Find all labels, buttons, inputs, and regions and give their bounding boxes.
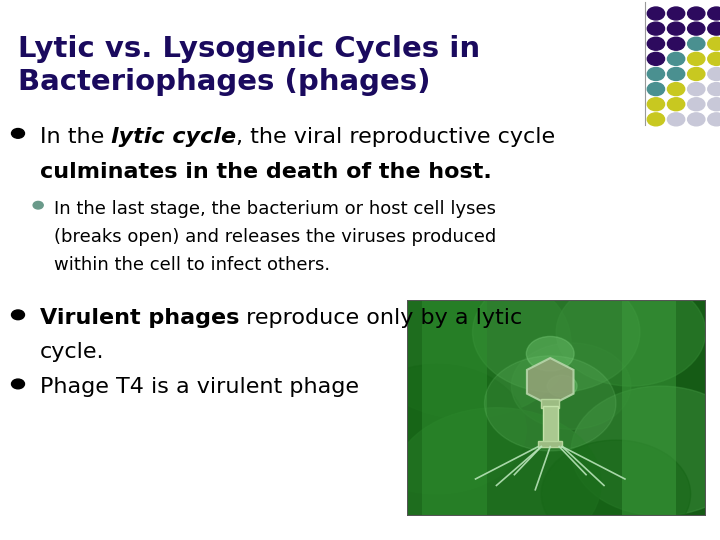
Circle shape <box>647 113 665 126</box>
Text: lytic cycle: lytic cycle <box>111 127 236 147</box>
Circle shape <box>12 379 24 389</box>
Bar <box>422 300 487 516</box>
Circle shape <box>647 83 665 96</box>
Circle shape <box>12 310 24 320</box>
Text: Virulent phages: Virulent phages <box>40 308 239 328</box>
Circle shape <box>708 37 720 50</box>
Bar <box>543 406 558 442</box>
Circle shape <box>688 113 705 126</box>
Circle shape <box>708 68 720 80</box>
Circle shape <box>667 68 685 80</box>
Polygon shape <box>527 358 574 406</box>
Circle shape <box>667 22 685 35</box>
Text: culminates in the death of the host.: culminates in the death of the host. <box>40 162 491 182</box>
Circle shape <box>511 343 631 429</box>
Circle shape <box>688 52 705 65</box>
Circle shape <box>526 336 574 371</box>
Text: In the last stage, the bacterium or host cell lyses: In the last stage, the bacterium or host… <box>54 200 496 218</box>
Bar <box>541 399 559 408</box>
Circle shape <box>647 22 665 35</box>
Circle shape <box>647 98 665 111</box>
Text: Bacteriophages (phages): Bacteriophages (phages) <box>18 68 431 96</box>
Circle shape <box>362 267 571 418</box>
Circle shape <box>12 129 24 138</box>
Text: In the: In the <box>40 127 111 147</box>
Circle shape <box>647 68 665 80</box>
Circle shape <box>571 386 720 516</box>
Bar <box>539 441 562 447</box>
Text: , the viral reproductive cycle: , the viral reproductive cycle <box>236 127 555 147</box>
Circle shape <box>485 356 616 451</box>
Circle shape <box>708 7 720 20</box>
Circle shape <box>667 113 685 126</box>
Circle shape <box>667 98 685 111</box>
Text: reproduce only by a lytic: reproduce only by a lytic <box>239 308 522 328</box>
Circle shape <box>557 278 706 386</box>
Circle shape <box>708 52 720 65</box>
Circle shape <box>392 408 601 540</box>
Circle shape <box>708 113 720 126</box>
Text: Phage T4 is a virulent phage: Phage T4 is a virulent phage <box>40 377 359 397</box>
Circle shape <box>708 98 720 111</box>
Circle shape <box>688 7 705 20</box>
Circle shape <box>472 272 640 393</box>
Circle shape <box>667 37 685 50</box>
Circle shape <box>688 68 705 80</box>
Circle shape <box>547 375 577 397</box>
Circle shape <box>33 201 43 209</box>
Text: (breaks open) and releases the viruses produced: (breaks open) and releases the viruses p… <box>54 228 496 246</box>
Circle shape <box>541 440 690 540</box>
Circle shape <box>647 37 665 50</box>
Circle shape <box>688 37 705 50</box>
Circle shape <box>347 364 526 494</box>
Circle shape <box>647 7 665 20</box>
Bar <box>622 300 676 516</box>
Text: Lytic vs. Lysogenic Cycles in: Lytic vs. Lysogenic Cycles in <box>18 35 480 63</box>
Circle shape <box>667 83 685 96</box>
Circle shape <box>708 83 720 96</box>
Circle shape <box>688 22 705 35</box>
Text: cycle.: cycle. <box>40 342 104 362</box>
Text: within the cell to infect others.: within the cell to infect others. <box>54 256 330 274</box>
Circle shape <box>708 22 720 35</box>
Circle shape <box>667 7 685 20</box>
Circle shape <box>688 98 705 111</box>
Circle shape <box>688 83 705 96</box>
Circle shape <box>667 52 685 65</box>
Circle shape <box>647 52 665 65</box>
